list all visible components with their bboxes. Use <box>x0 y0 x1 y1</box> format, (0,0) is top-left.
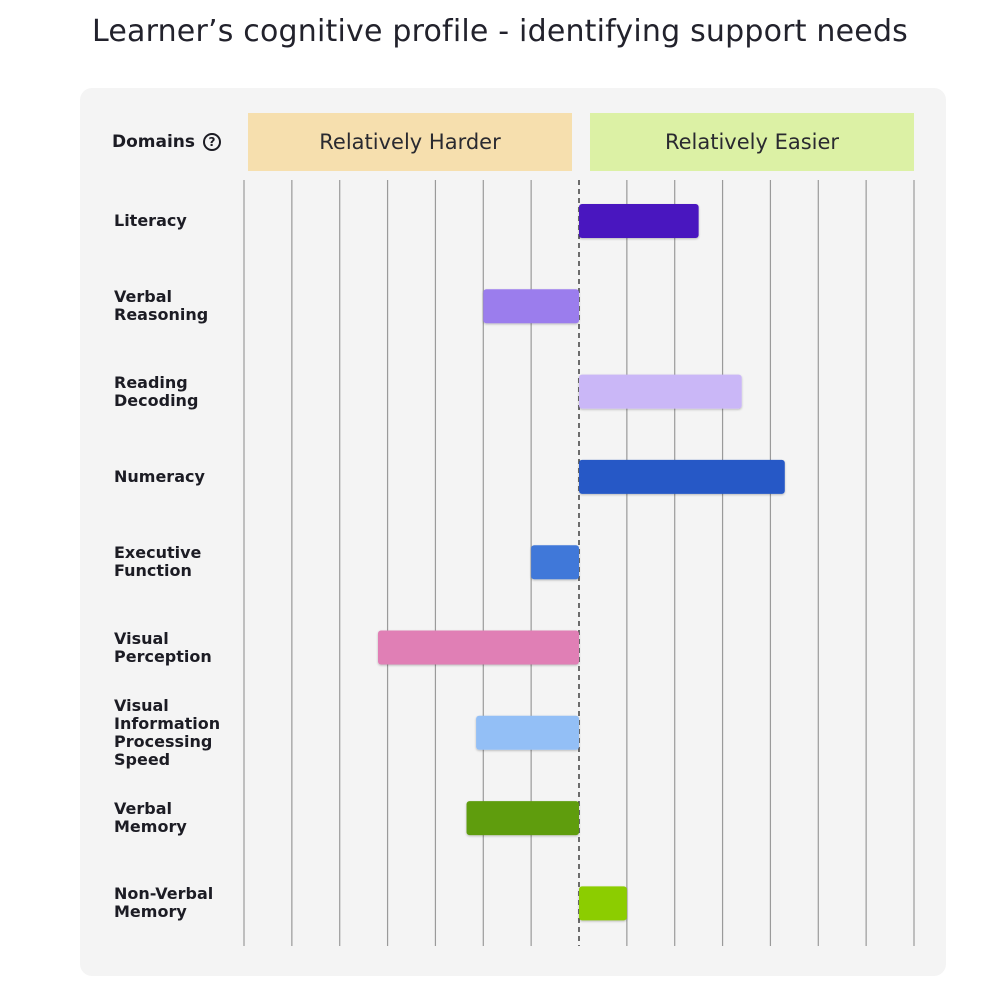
bar-visual-perception <box>378 630 579 665</box>
domain-label: Reading Decoding <box>114 372 199 410</box>
domain-label: Verbal Memory <box>114 799 187 837</box>
band-relatively-harder: Relatively Harder <box>248 113 572 171</box>
domain-label: Visual Perception <box>114 628 212 666</box>
bar-reading-decoding <box>579 374 742 409</box>
bar-verbal-reasoning <box>483 289 579 324</box>
domain-label: Literacy <box>114 211 187 230</box>
page-title: Learner’s cognitive profile - identifyin… <box>91 14 909 49</box>
domains-header: Domains ? <box>112 130 222 154</box>
bar-visual-information-processing-speed <box>476 715 579 750</box>
domains-label: Domains <box>112 132 196 152</box>
domain-label: Numeracy <box>114 466 205 486</box>
band-relatively-easier: Relatively Easier <box>590 113 914 171</box>
bar-verbal-memory <box>466 801 579 836</box>
domain-label: Executive Function <box>114 543 202 581</box>
bar-executive-function <box>531 545 579 580</box>
bar-non-verbal-memory <box>579 886 627 921</box>
domain-label: Non-Verbal Memory <box>114 884 214 922</box>
domain-label: Verbal Reasoning <box>114 287 209 325</box>
bar-numeracy <box>579 459 785 494</box>
bar-literacy <box>579 204 699 238</box>
domain-label: Visual Information Processing Speed <box>114 695 221 769</box>
help-icon[interactable]: ? <box>203 133 222 151</box>
